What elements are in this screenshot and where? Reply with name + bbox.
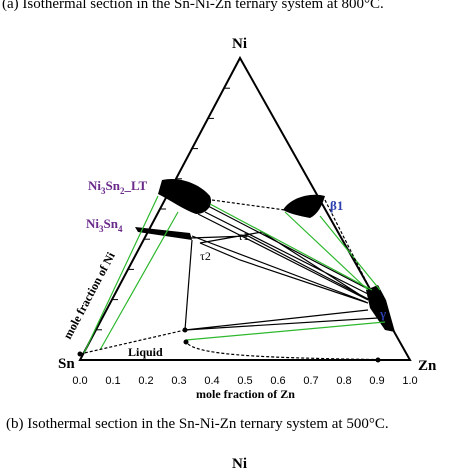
phase-label: Liquid xyxy=(128,345,163,359)
x-axis-label: mole fraction of Zn xyxy=(196,387,295,401)
phase-label: Ni3Sn4 xyxy=(86,216,123,234)
phase-label: Ni3Sn2_LT xyxy=(88,178,147,196)
phase-label: β1 xyxy=(330,198,343,213)
phase-label-part: 3 xyxy=(99,224,104,234)
point xyxy=(375,357,381,363)
tick-label: 0.0 xyxy=(72,375,87,387)
point xyxy=(77,351,83,357)
phase-label-part: Sn xyxy=(106,178,121,193)
phase-label-part: Ni xyxy=(88,178,101,193)
caption-b: (b) Isothermal section in the Sn-Ni-Zn t… xyxy=(6,416,389,432)
phase-label: τ2 xyxy=(200,249,211,263)
point xyxy=(182,327,188,333)
tick-label: 0.5 xyxy=(237,375,252,387)
tick-labels: 0.0 0.1 0.2 0.3 0.4 0.5 0.6 0.7 0.8 0.9 1.0 xyxy=(72,375,417,387)
tick-label: 0.3 xyxy=(171,375,186,387)
phase-label: τ1 xyxy=(238,229,249,243)
corner-label: Zn xyxy=(418,358,437,374)
tick-marks xyxy=(96,87,230,331)
tick-label: 0.9 xyxy=(369,375,384,387)
tick-label: 0.6 xyxy=(270,375,285,387)
ni3sn4-region xyxy=(135,227,192,240)
phase-label-part: 3 xyxy=(101,186,106,196)
tick-label: 1.0 xyxy=(402,375,417,387)
tick-label: 0.8 xyxy=(336,375,351,387)
gamma-region xyxy=(366,285,395,332)
phase-label-part: Ni xyxy=(86,216,99,231)
corner-label: Ni xyxy=(232,456,247,472)
phase-label-part: 2 xyxy=(120,186,125,196)
point xyxy=(183,339,189,345)
corner-label: Sn xyxy=(58,356,75,372)
y-axis-label: mole fraction of Ni xyxy=(60,249,118,341)
tick-label: 0.2 xyxy=(138,375,153,387)
phase-label-part: _LT xyxy=(123,178,147,193)
phase-label-part: 4 xyxy=(118,224,123,234)
caption-a: (a) Isothermal section in the Sn-Ni-Zn t… xyxy=(2,0,384,12)
tick-label: 0.4 xyxy=(204,375,219,387)
tick-label: 0.7 xyxy=(303,375,318,387)
triangle xyxy=(78,55,412,361)
beta1-region xyxy=(283,194,325,218)
ni3sn2-region xyxy=(158,178,212,214)
phase-label-part: Sn xyxy=(104,216,119,231)
tick-label: 0.1 xyxy=(105,375,120,387)
phase-label: γ xyxy=(379,306,386,321)
corner-label: Ni xyxy=(232,36,247,52)
tie-lines xyxy=(79,195,411,361)
